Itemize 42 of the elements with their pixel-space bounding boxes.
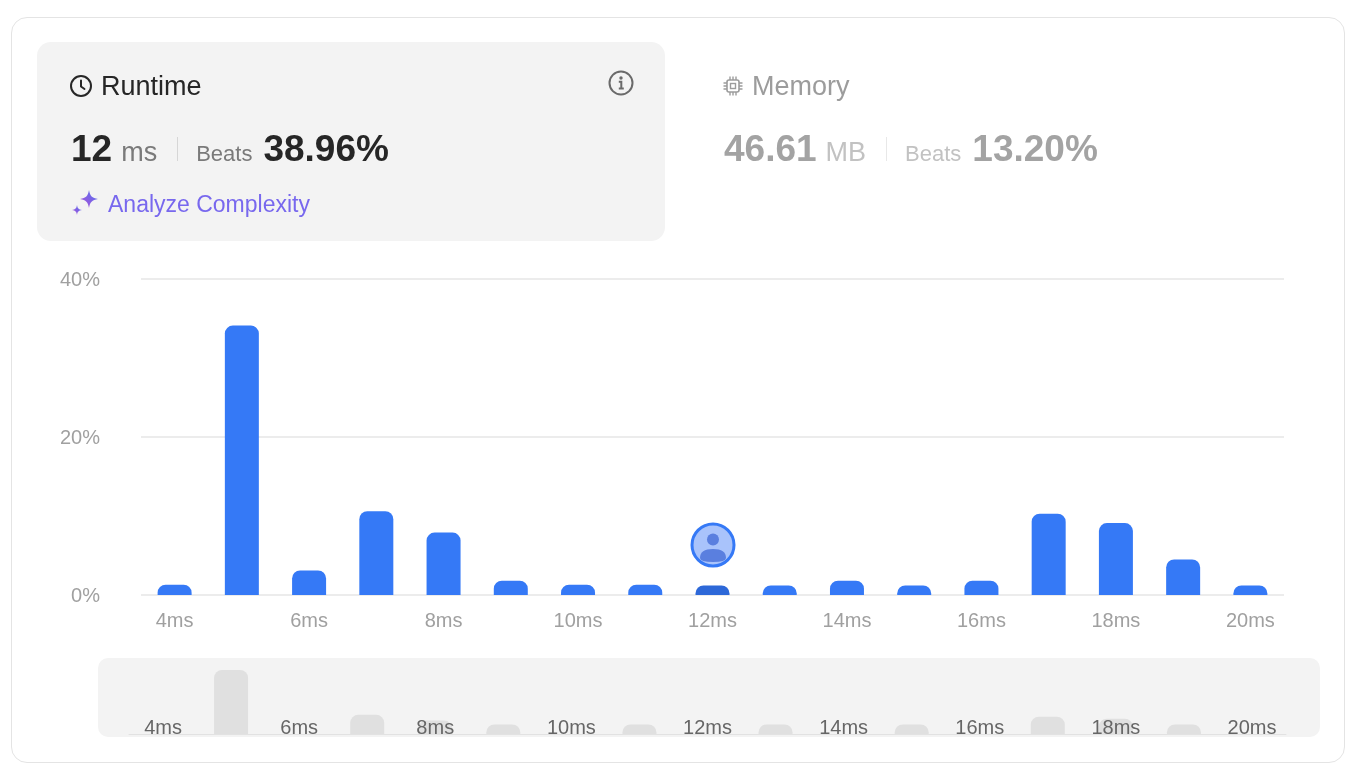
x-tick-label: 4ms <box>144 716 182 738</box>
y-tick-label: 0% <box>71 584 101 606</box>
x-tick-label: 4ms <box>155 609 194 631</box>
text: 38.96% <box>263 127 389 171</box>
bar <box>1031 513 1066 595</box>
x-tick-label: 6ms <box>290 609 328 631</box>
text: 12 <box>71 127 113 171</box>
text: MB <box>825 137 867 168</box>
text: Runtime <box>101 70 202 102</box>
x-tick-label: 12ms <box>683 716 732 738</box>
bar <box>1166 559 1201 595</box>
bar <box>964 580 999 595</box>
x-tick-label: 8ms <box>416 716 455 738</box>
x-tick-label: 14ms <box>819 716 869 738</box>
bar <box>493 580 528 595</box>
text: Beats <box>905 141 962 167</box>
bar <box>426 532 461 595</box>
x-tick-label: 8ms <box>424 609 463 631</box>
x-tick-label: 14ms <box>822 609 872 631</box>
bar <box>224 325 259 595</box>
y-tick-label: 20% <box>59 426 101 448</box>
text: Analyze Complexity <box>108 190 310 219</box>
text: ms <box>121 137 158 168</box>
x-tick-label: 20ms <box>1227 716 1277 738</box>
x-tick-label: 10ms <box>553 609 603 631</box>
text: 46.61 <box>724 127 817 171</box>
x-tick-label: 16ms <box>956 609 1006 631</box>
bar <box>1098 523 1133 595</box>
x-tick-label: 16ms <box>955 716 1005 738</box>
x-tick-label: 18ms <box>1091 716 1141 738</box>
y-tick-label: 40% <box>59 268 101 290</box>
x-tick-label: 20ms <box>1225 609 1275 631</box>
x-tick-label: 6ms <box>280 716 319 738</box>
text: Memory <box>752 70 850 102</box>
x-tick-label: 12ms <box>688 609 737 631</box>
x-tick-label: 18ms <box>1091 609 1141 631</box>
bar <box>292 570 327 595</box>
x-tick-label: 10ms <box>546 716 596 738</box>
bar <box>829 580 864 595</box>
bar <box>359 511 394 595</box>
text: Beats <box>196 141 253 167</box>
text: 13.20% <box>972 127 1098 171</box>
